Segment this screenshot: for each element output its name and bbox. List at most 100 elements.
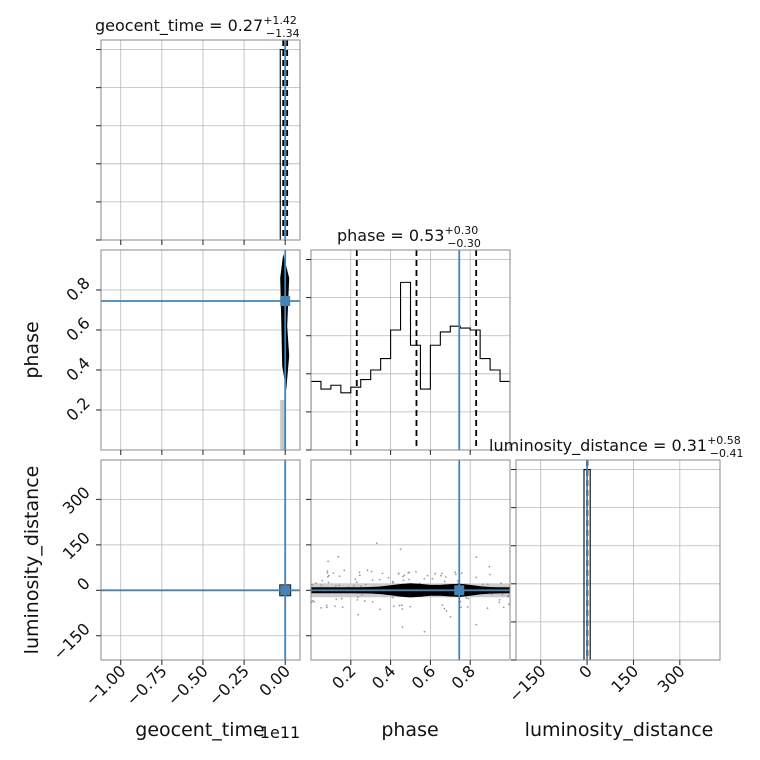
sample-point: [340, 597, 343, 600]
sample-point: [392, 581, 394, 584]
x-tick-label-luminosity-distance: 150: [607, 661, 642, 696]
panel-luminosity-distance-hist: −150 0 150 300: [505, 459, 721, 706]
sample-point: [397, 572, 400, 575]
sample-point: [325, 606, 328, 609]
sample-scatter: [280, 400, 286, 450]
sample-point: [486, 583, 489, 585]
panels: 0.2 0.4 0.6 0.8 −1.00−0.75−0.50−0.25 0.00 −150…: [49, 39, 721, 709]
title-main: luminosity_distance = 0.31: [489, 436, 707, 456]
sample-point: [334, 585, 337, 587]
sample-point: [320, 607, 322, 609]
sample-point: [466, 606, 469, 608]
y-tick-label-luminosity-distance: −150: [49, 619, 94, 664]
sample-point: [360, 594, 363, 596]
panel-phase-hist: [306, 249, 511, 455]
title-main: phase = 0.53: [337, 226, 444, 245]
x-axis-label-phase: phase: [381, 719, 438, 741]
sample-point: [475, 623, 478, 626]
panel-title-phase: phase = 0.53+0.30 −0.30: [337, 224, 481, 250]
sample-point: [313, 600, 316, 603]
x-tick-label-luminosity-distance: −150: [505, 661, 550, 706]
sample-point: [475, 576, 478, 579]
grid-horizontal: [101, 289, 300, 411]
sample-point: [356, 596, 359, 599]
sample-point: [326, 572, 329, 574]
y-tick-label-phase: 0.6: [62, 313, 93, 344]
sample-point: [375, 542, 378, 544]
sample-point: [445, 610, 448, 612]
title-lower-error: −0.41: [710, 447, 744, 460]
grid-vertical: [350, 250, 471, 450]
panel-luminosity-distance-vs-geocent-time: −1.00−0.75−0.50−0.25 0.00 −150 0 150 300: [49, 459, 301, 709]
plot-area: [101, 460, 300, 660]
panel-luminosity-distance-vs-phase: 0.2 0.4 0.6 0.8: [306, 459, 511, 693]
sample-point: [465, 597, 468, 599]
title-lower-error: −0.30: [447, 237, 481, 250]
sample-point: [381, 572, 384, 575]
sample-point: [398, 604, 401, 607]
sample-point: [498, 601, 501, 604]
x-tick-label-geocent-time: −0.25: [205, 661, 253, 709]
sample-point: [501, 593, 504, 596]
sample-point: [402, 575, 404, 578]
sample-point: [408, 578, 410, 581]
axes-frame: [310, 459, 511, 661]
sample-point: [456, 580, 459, 582]
sample-point: [407, 572, 410, 574]
sample-point: [311, 583, 314, 586]
sample-point: [366, 569, 369, 572]
truth-point: [280, 296, 291, 306]
plot-area: [516, 460, 720, 660]
sample-point: [321, 579, 324, 582]
sample-point: [500, 582, 502, 585]
sample-point: [415, 570, 417, 573]
sample-point: [498, 599, 501, 601]
sample-point: [455, 573, 457, 576]
sample-point: [486, 607, 489, 610]
y-axis-label-phase: phase: [21, 321, 43, 378]
sample-point: [327, 560, 329, 563]
y-axis-label-luminosity-distance: luminosity_distance: [21, 466, 43, 655]
panel-title-luminosity-distance: luminosity_distance = 0.31+0.58 −0.41: [489, 434, 744, 460]
panel-phase-vs-geocent-time: 0.2 0.4 0.6 0.8: [62, 249, 301, 455]
sample-point: [358, 571, 361, 574]
sample-point: [467, 597, 470, 600]
title-lower-error: −1.34: [266, 27, 300, 40]
grid-vertical: [120, 40, 286, 240]
sample-point: [379, 608, 381, 611]
y-tick-label-luminosity-distance: 300: [59, 483, 94, 518]
x-tick-label-geocent-time: −0.50: [164, 661, 212, 709]
sample-point: [423, 578, 426, 580]
sample-point: [338, 584, 341, 587]
sample-point: [352, 585, 355, 587]
title-main: geocent_time = 0.27: [95, 16, 263, 36]
panel-geocent-time-hist: [96, 39, 301, 245]
sample-point: [475, 556, 478, 559]
sample-point: [387, 576, 390, 579]
sample-point: [363, 600, 366, 602]
x-tick-label-geocent-time: −1.00: [81, 661, 129, 709]
sample-point: [482, 583, 484, 586]
x-axis-label-geocent-time: geocent_time: [135, 719, 264, 741]
sample-point: [371, 601, 374, 603]
x-tick-label-phase: 0.8: [448, 661, 479, 692]
plot-area: [101, 40, 300, 240]
grid-horizontal: [101, 498, 300, 637]
sample-point: [402, 579, 405, 582]
truth-point: [454, 585, 465, 596]
axes-frame: [310, 249, 511, 451]
title-upper-error: +0.30: [444, 224, 478, 237]
sample-point: [460, 572, 463, 574]
sample-point: [403, 574, 406, 577]
grid-vertical: [120, 250, 286, 450]
x-axis-offset-text: 1e11: [260, 723, 300, 742]
x-tick-label-phase: 0.4: [368, 661, 399, 692]
sample-point: [508, 603, 510, 606]
sample-point: [507, 595, 509, 598]
title-upper-error: +0.58: [707, 434, 741, 447]
sample-point: [449, 616, 452, 618]
sample-point: [454, 571, 457, 574]
x-axis-label-luminosity-distance: luminosity_distance: [525, 719, 714, 741]
sample-point: [311, 599, 314, 602]
